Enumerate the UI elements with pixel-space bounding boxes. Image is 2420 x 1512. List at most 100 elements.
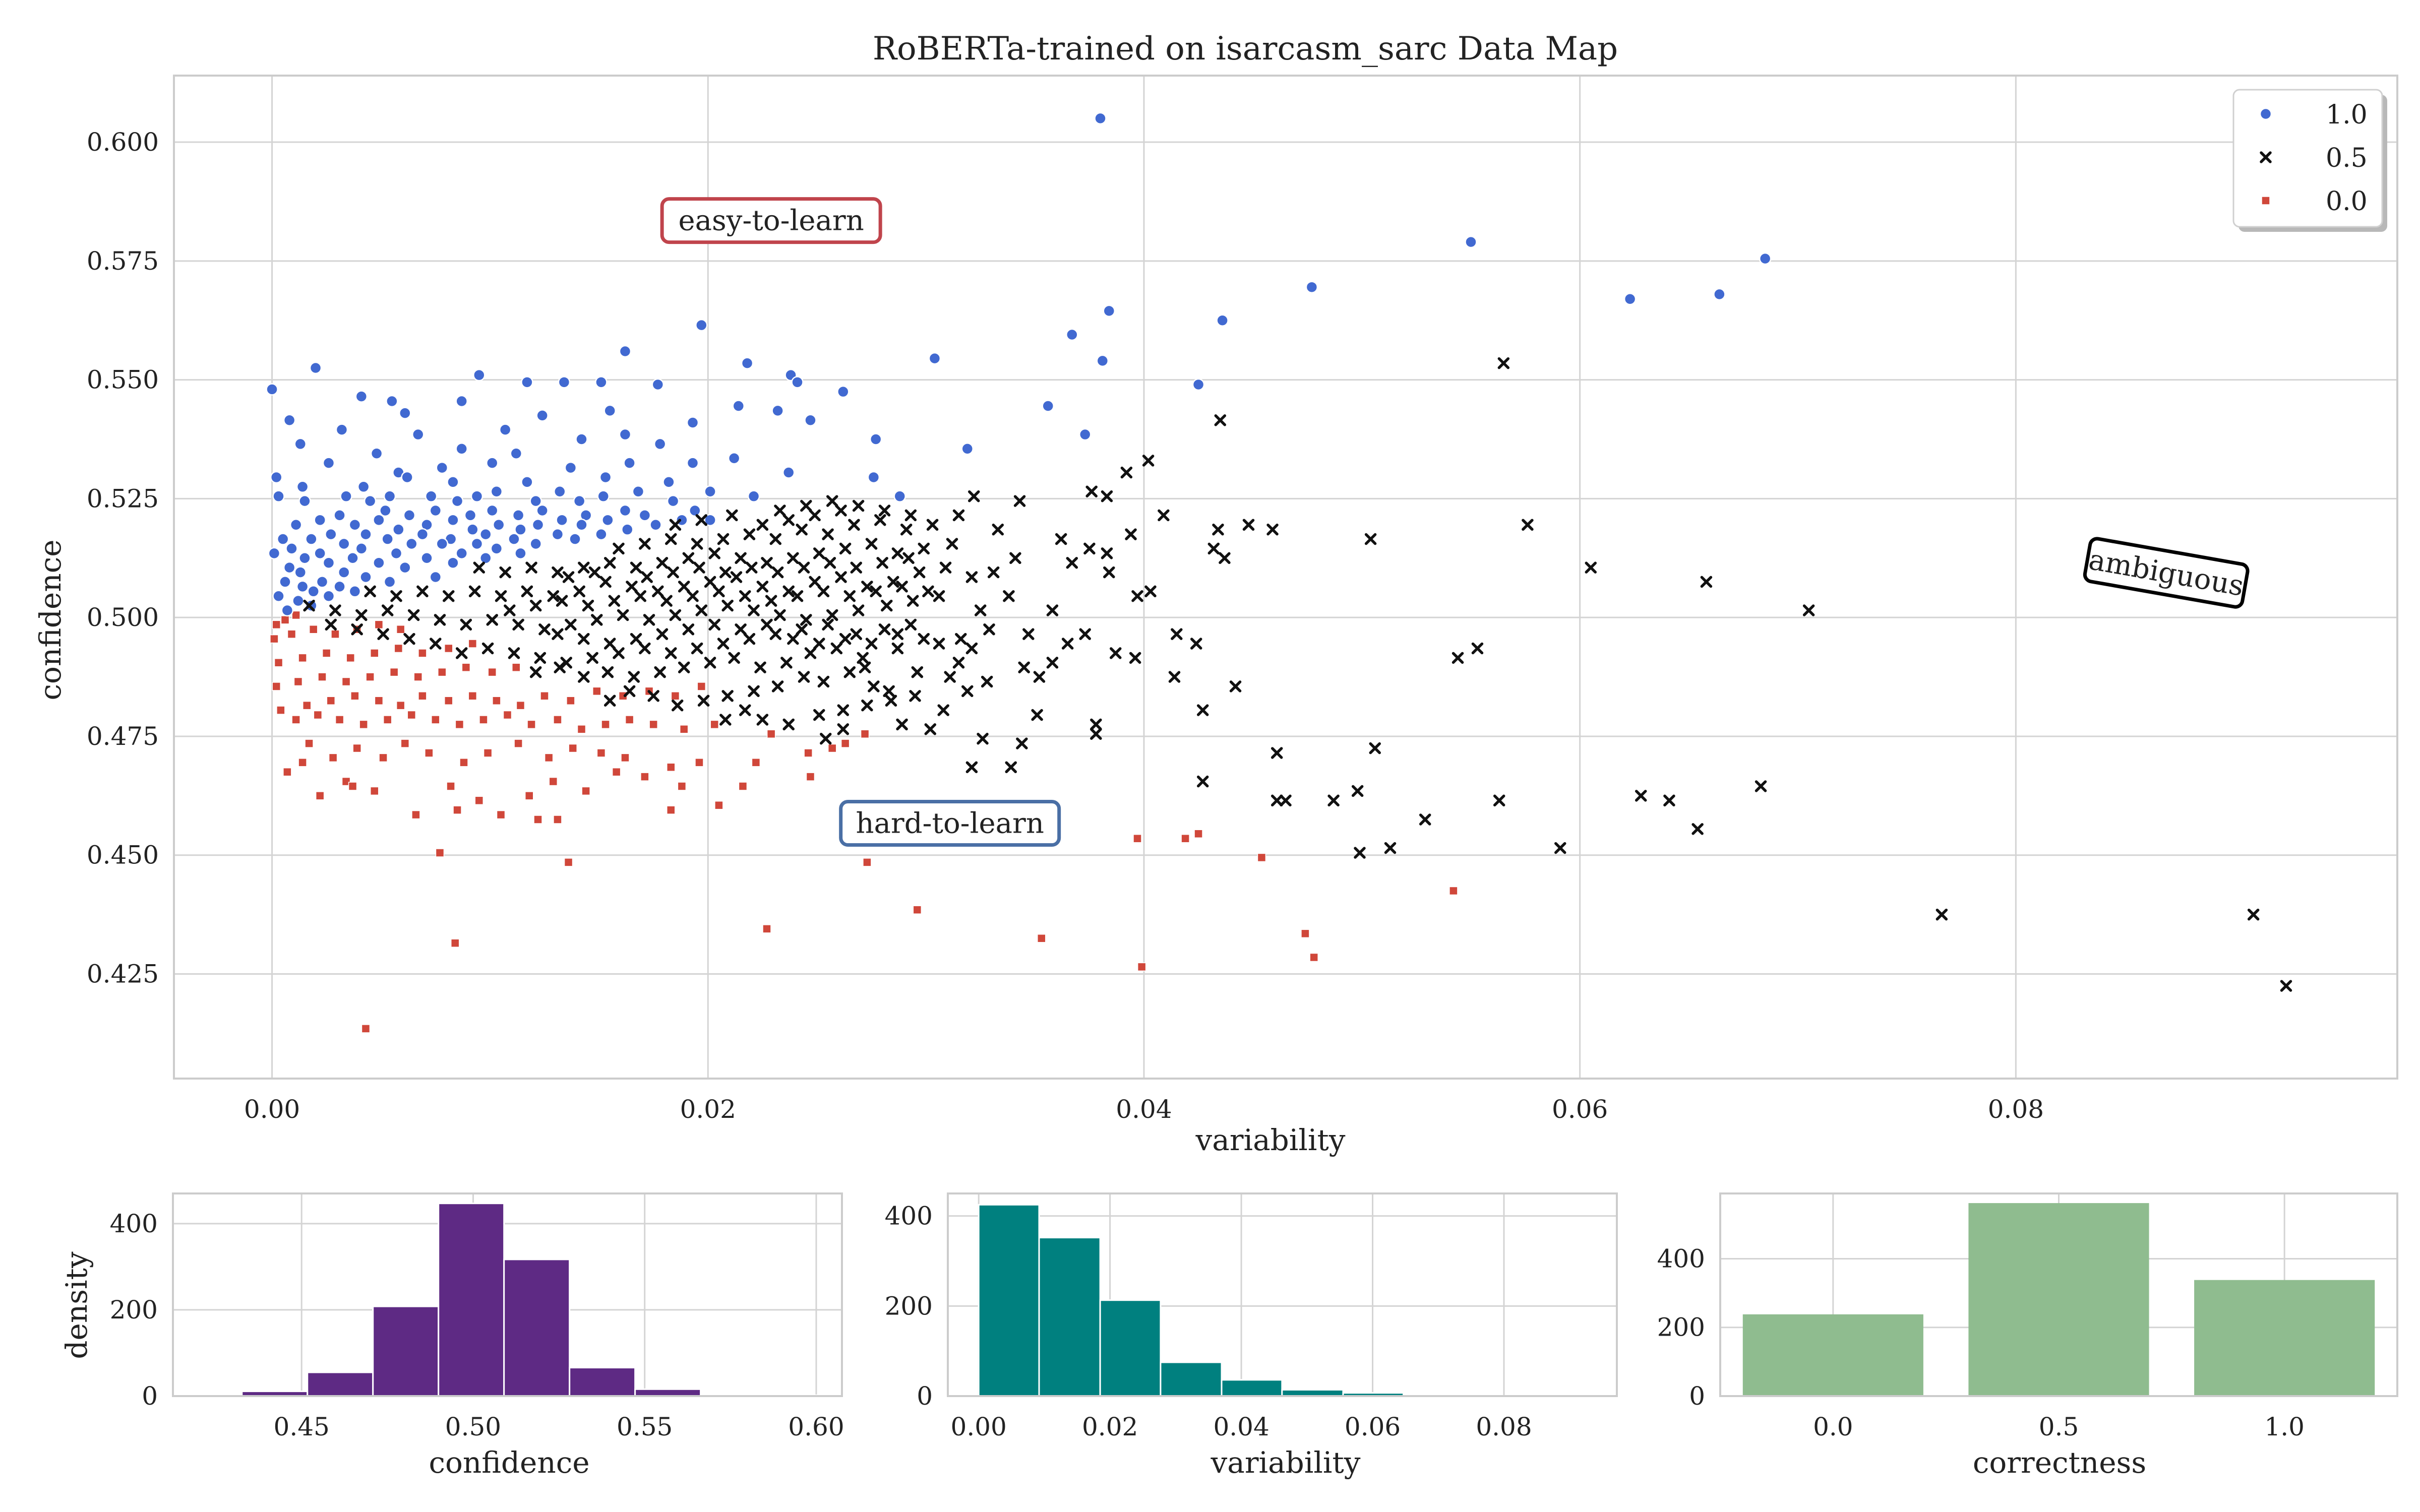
point-incorrect xyxy=(863,858,872,867)
point-correct xyxy=(510,447,523,460)
point-partial xyxy=(1270,747,1283,759)
point-correct xyxy=(599,471,612,484)
variability-histogram-bar xyxy=(1038,1237,1101,1397)
point-partial xyxy=(586,652,598,664)
point-correct xyxy=(961,443,974,455)
point-partial xyxy=(2280,980,2292,992)
point-incorrect xyxy=(383,715,392,724)
point-incorrect xyxy=(453,805,462,814)
point-incorrect xyxy=(341,777,351,786)
point-incorrect xyxy=(671,691,680,701)
point-incorrect xyxy=(840,739,850,748)
point-partial xyxy=(538,623,551,636)
point-partial xyxy=(691,538,703,550)
point-partial xyxy=(626,581,638,593)
point-incorrect xyxy=(425,748,434,758)
point-correct xyxy=(782,466,795,479)
point-correct xyxy=(1216,314,1229,327)
point-partial xyxy=(813,547,825,559)
variability-histogram-y-tick-label: 400 xyxy=(885,1202,933,1231)
point-partial xyxy=(743,528,756,540)
point-incorrect xyxy=(503,710,512,720)
point-partial xyxy=(603,638,616,650)
point-partial xyxy=(878,505,891,517)
point-incorrect xyxy=(592,686,601,696)
point-correct xyxy=(741,357,754,369)
point-correct xyxy=(1192,378,1205,391)
point-partial xyxy=(573,585,585,598)
point-partial xyxy=(1935,908,1948,921)
point-correct xyxy=(455,443,468,455)
point-incorrect xyxy=(346,653,355,663)
point-incorrect xyxy=(444,644,453,653)
point-partial xyxy=(761,618,773,631)
point-partial xyxy=(1635,790,1647,802)
point-incorrect xyxy=(1309,953,1318,962)
point-partial xyxy=(883,685,895,698)
point-incorrect xyxy=(293,677,303,686)
point-partial xyxy=(1009,552,1021,564)
point-partial xyxy=(1066,556,1078,569)
confidence-histogram-x-tick-label: 0.55 xyxy=(617,1412,673,1441)
point-incorrect xyxy=(564,858,573,867)
y-tick-label: 0.600 xyxy=(87,128,159,157)
point-partial xyxy=(2247,908,2260,921)
point-incorrect xyxy=(389,667,399,677)
point-partial xyxy=(704,657,716,669)
y-axis-label: confidence xyxy=(33,539,68,700)
point-partial xyxy=(468,585,481,598)
point-correct xyxy=(689,504,701,517)
point-partial xyxy=(987,566,1000,579)
point-partial xyxy=(891,642,904,655)
point-partial xyxy=(1090,728,1102,740)
point-partial xyxy=(974,604,987,616)
point-correct xyxy=(470,490,483,502)
point-partial xyxy=(796,623,808,636)
point-partial xyxy=(643,614,655,626)
point-partial xyxy=(761,556,773,569)
point-incorrect xyxy=(418,691,427,701)
point-partial xyxy=(364,585,376,598)
point-correct xyxy=(399,407,411,419)
point-incorrect xyxy=(516,701,525,710)
point-partial xyxy=(1585,561,1597,574)
point-partial xyxy=(809,576,821,588)
point-partial xyxy=(325,618,337,631)
point-incorrect xyxy=(435,848,445,857)
annotation-ambiguous-box xyxy=(2083,537,2250,609)
point-correct xyxy=(333,509,346,522)
point-partial xyxy=(678,581,690,593)
point-correct xyxy=(1066,328,1078,341)
point-partial xyxy=(839,633,852,645)
point-partial xyxy=(1270,794,1283,807)
point-correct xyxy=(281,604,294,617)
point-partial xyxy=(774,609,786,621)
point-partial xyxy=(1663,794,1675,807)
point-correct xyxy=(771,404,784,417)
point-correct xyxy=(272,490,285,502)
point-partial xyxy=(529,599,542,612)
point-correct xyxy=(651,378,664,391)
point-correct xyxy=(464,509,477,522)
point-correct xyxy=(869,433,882,446)
point-correct xyxy=(623,457,636,469)
point-partial xyxy=(804,647,817,659)
point-partial xyxy=(769,628,782,640)
variability-histogram-frame xyxy=(947,1192,1618,1397)
point-partial xyxy=(693,561,705,574)
point-correct xyxy=(276,533,289,545)
point-incorrect xyxy=(374,696,384,705)
point-partial xyxy=(721,690,734,702)
point-correct xyxy=(686,457,699,469)
point-correct xyxy=(1305,281,1318,293)
correctness-bar-chart-y-tick-label: 0 xyxy=(1689,1381,1705,1411)
point-partial xyxy=(671,699,684,712)
point-correct xyxy=(292,594,305,607)
point-partial xyxy=(588,566,601,579)
point-incorrect xyxy=(438,667,447,677)
point-partial xyxy=(1144,585,1157,598)
point-partial xyxy=(918,542,930,555)
point-partial xyxy=(717,533,730,545)
point-correct xyxy=(747,490,760,502)
point-incorrect xyxy=(450,938,460,948)
